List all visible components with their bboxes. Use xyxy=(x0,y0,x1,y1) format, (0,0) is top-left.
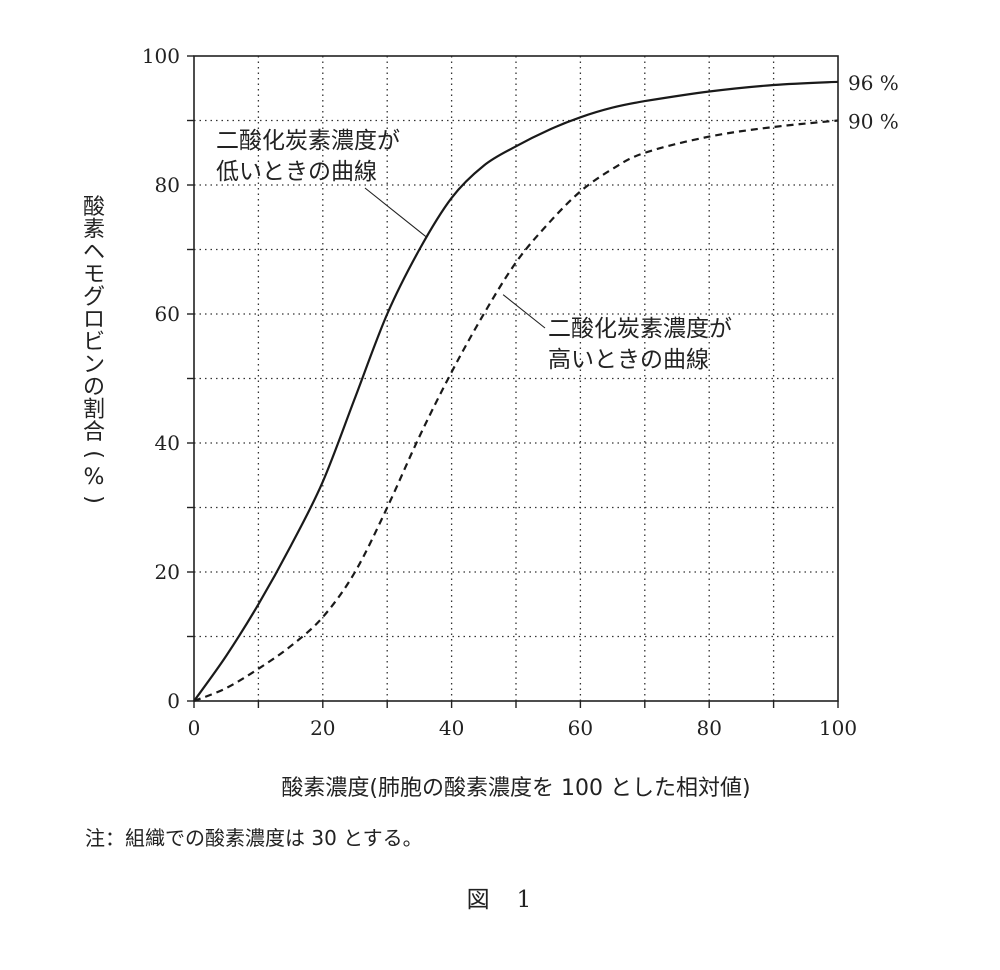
y-axis-label-char: ヘ xyxy=(83,240,105,265)
y-axis-label-char: % xyxy=(84,465,105,490)
curves xyxy=(193,80,839,703)
oxygen-dissociation-chart: 0 20 40 60 80 100 0 20 40 60 80 100 96 % 90 % 二酸化炭素濃… xyxy=(81,44,899,801)
y-tick-label: 60 xyxy=(155,302,180,326)
y-tick-label: 40 xyxy=(155,431,180,455)
x-tick-label: 60 xyxy=(568,716,593,740)
y-axis-label-char: グ xyxy=(83,285,105,310)
y-axis-label-char: 素 xyxy=(83,218,105,243)
curve-high-co2 xyxy=(193,119,839,703)
y-axis-label-char: ( xyxy=(81,450,106,459)
curve-annotation-text: 高いときの曲線 xyxy=(548,347,709,373)
end-value-label: 90 % xyxy=(848,110,899,134)
y-axis-label-char: の xyxy=(83,375,105,400)
y-axis-label-char: ロ xyxy=(83,308,105,333)
y-axis-label-char: ン xyxy=(83,353,105,378)
x-axis-ticks: 0 20 40 60 80 100 xyxy=(188,701,857,740)
x-tick-label: 20 xyxy=(310,716,335,740)
figure-label: 図 1 xyxy=(466,887,534,913)
y-tick-label: 100 xyxy=(142,44,180,68)
leader-line xyxy=(502,294,546,329)
y-axis-label-char: ) xyxy=(81,495,106,504)
curve-annotation-text: 二酸化炭素濃度が xyxy=(548,316,732,342)
y-axis-label-char: モ xyxy=(83,263,105,288)
leader-line xyxy=(364,187,427,238)
y-tick-label: 80 xyxy=(155,173,180,197)
note: 注：組織での酸素濃度は 30 とする。 xyxy=(85,826,423,850)
y-axis-label-char: 割 xyxy=(83,398,105,423)
x-tick-label: 100 xyxy=(819,716,857,740)
y-tick-label: 0 xyxy=(167,689,180,713)
curve-annotation-text: 二酸化炭素濃度が xyxy=(216,128,400,154)
end-value-label: 96 % xyxy=(848,71,899,95)
curve-annotation-text: 低いときの曲線 xyxy=(216,159,377,185)
label-leaders xyxy=(364,187,546,329)
y-axis-ticks: 0 20 40 60 80 100 xyxy=(142,44,194,713)
x-tick-label: 0 xyxy=(188,716,201,740)
y-axis-label-char: 酸 xyxy=(83,195,105,220)
y-tick-label: 20 xyxy=(155,560,180,584)
x-axis-label: 酸素濃度(肺胞の酸素濃度を 100 とした相対値) xyxy=(281,776,750,801)
x-tick-label: 40 xyxy=(439,716,464,740)
y-axis-label-char: ビ xyxy=(83,330,105,355)
curve-low-co2 xyxy=(193,80,839,702)
x-tick-label: 80 xyxy=(696,716,721,740)
y-axis-label-char: 合 xyxy=(83,420,105,445)
